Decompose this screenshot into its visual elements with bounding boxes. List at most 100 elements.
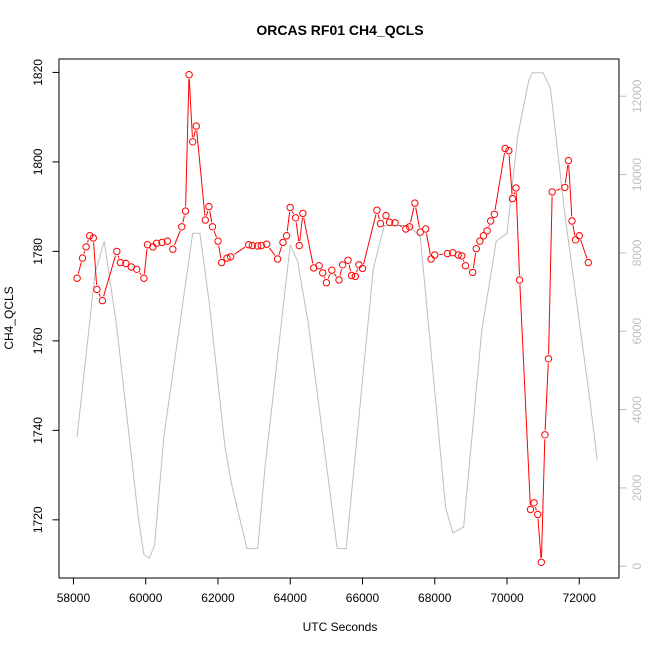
ch4-point (217, 258, 226, 267)
ch4-point (93, 285, 101, 294)
y2-tick-label: 12000 (630, 79, 644, 113)
x-tick-label: 72000 (563, 591, 597, 605)
ch4-point (508, 194, 517, 203)
y2-tick-label: 6000 (630, 318, 644, 345)
ch4-segment (98, 293, 101, 297)
ch4-segment (534, 506, 537, 511)
ch4-point (469, 268, 477, 277)
ch4-segment (323, 276, 326, 279)
ch4-point (248, 241, 257, 250)
y2-tick-label: 4000 (630, 396, 644, 423)
ch4-segment (377, 214, 380, 220)
plot-frame (58, 58, 620, 579)
x-tick-label: 70000 (490, 591, 524, 605)
ch4-point (402, 225, 410, 233)
ch4-point (537, 558, 545, 566)
ch4-segment (83, 251, 86, 254)
ch4-point (385, 218, 394, 227)
ch4-segment (468, 268, 470, 270)
ch4-point (133, 265, 141, 273)
ch4-point (376, 219, 385, 228)
ch4-point (564, 156, 573, 165)
ch4-point (158, 238, 166, 247)
y-tick-label: 1720 (31, 506, 45, 533)
ch4-segment (564, 164, 569, 183)
x-tick-label: 66000 (346, 591, 380, 605)
ch4-segment (77, 262, 82, 275)
ch4-point (584, 258, 592, 267)
x-tick-label: 60000 (129, 591, 163, 605)
ch4-point (382, 211, 390, 220)
ch4-segment (348, 264, 352, 272)
ch4-segment (103, 255, 116, 297)
ch4-segment (398, 224, 403, 228)
x-axis-label: UTC Seconds (303, 620, 378, 634)
ch4-segment (572, 225, 576, 236)
ch4-segment (139, 272, 142, 276)
ch4-point (358, 264, 367, 273)
ch4-segment (286, 211, 291, 232)
ch4-point (335, 276, 343, 284)
ch4-segment (278, 246, 283, 255)
ch4-point (472, 245, 480, 253)
ch4-segment (209, 211, 213, 223)
ch4-point (530, 499, 538, 507)
y-tick-label: 1800 (31, 148, 45, 175)
ch4-point (98, 296, 107, 305)
ch4-point (571, 236, 580, 244)
ch4-segment (174, 230, 181, 246)
ch4-point (391, 219, 399, 227)
chart-title: ORCAS RF01 CH4_QCLS (256, 22, 423, 38)
ch4-point (405, 223, 414, 231)
ch4-segment (117, 255, 120, 259)
ch4-segment (339, 269, 343, 276)
ch4-point (185, 71, 193, 79)
ch4-point (431, 251, 439, 259)
ch4-segment (303, 217, 314, 264)
ch4-point (254, 242, 262, 250)
ch4-point (373, 206, 381, 214)
ch4-point (169, 245, 177, 253)
ch4-segment (182, 215, 185, 223)
ch4-point (541, 431, 549, 439)
ch4-segment (333, 273, 337, 277)
ch4-point (479, 232, 488, 240)
ch4-point (178, 223, 186, 231)
altitude-series (76, 72, 598, 560)
ch4-segment (234, 246, 246, 255)
ch4-point (152, 239, 161, 248)
ch4-point (515, 276, 524, 284)
ch4-point (295, 241, 303, 250)
ch4-point (116, 258, 125, 267)
ch4-segment (295, 222, 300, 242)
ch4-point (208, 223, 217, 231)
ch4-point (458, 252, 466, 260)
ch4-segment (327, 274, 331, 279)
ch4-point (263, 240, 271, 248)
ch4-segment (213, 230, 217, 238)
ch4-point (561, 183, 569, 192)
ch4-point (82, 243, 90, 251)
ch4-segment (462, 259, 465, 262)
ch4-point (476, 237, 484, 245)
ch4-point (140, 274, 148, 282)
ch4-segment (410, 207, 415, 223)
ch4-segment (426, 233, 431, 255)
ch4-segment (556, 188, 561, 191)
ch4-point (223, 254, 231, 262)
ch4-segment (541, 439, 546, 558)
ch4-point (344, 256, 352, 264)
ch4-point (86, 232, 94, 240)
ch4-point (291, 214, 300, 222)
ch4-point (205, 202, 213, 211)
ch4-point (282, 232, 291, 240)
x-tick-label: 62000 (201, 591, 235, 605)
ch4-segment (188, 79, 193, 138)
ch4-point (454, 251, 462, 259)
y-axis-label: CH4_QCLS (2, 286, 16, 349)
ch4-point (192, 122, 201, 130)
ch4-segment (206, 210, 209, 216)
x-tick-label: 68000 (418, 591, 452, 605)
ch4-point (526, 505, 535, 514)
